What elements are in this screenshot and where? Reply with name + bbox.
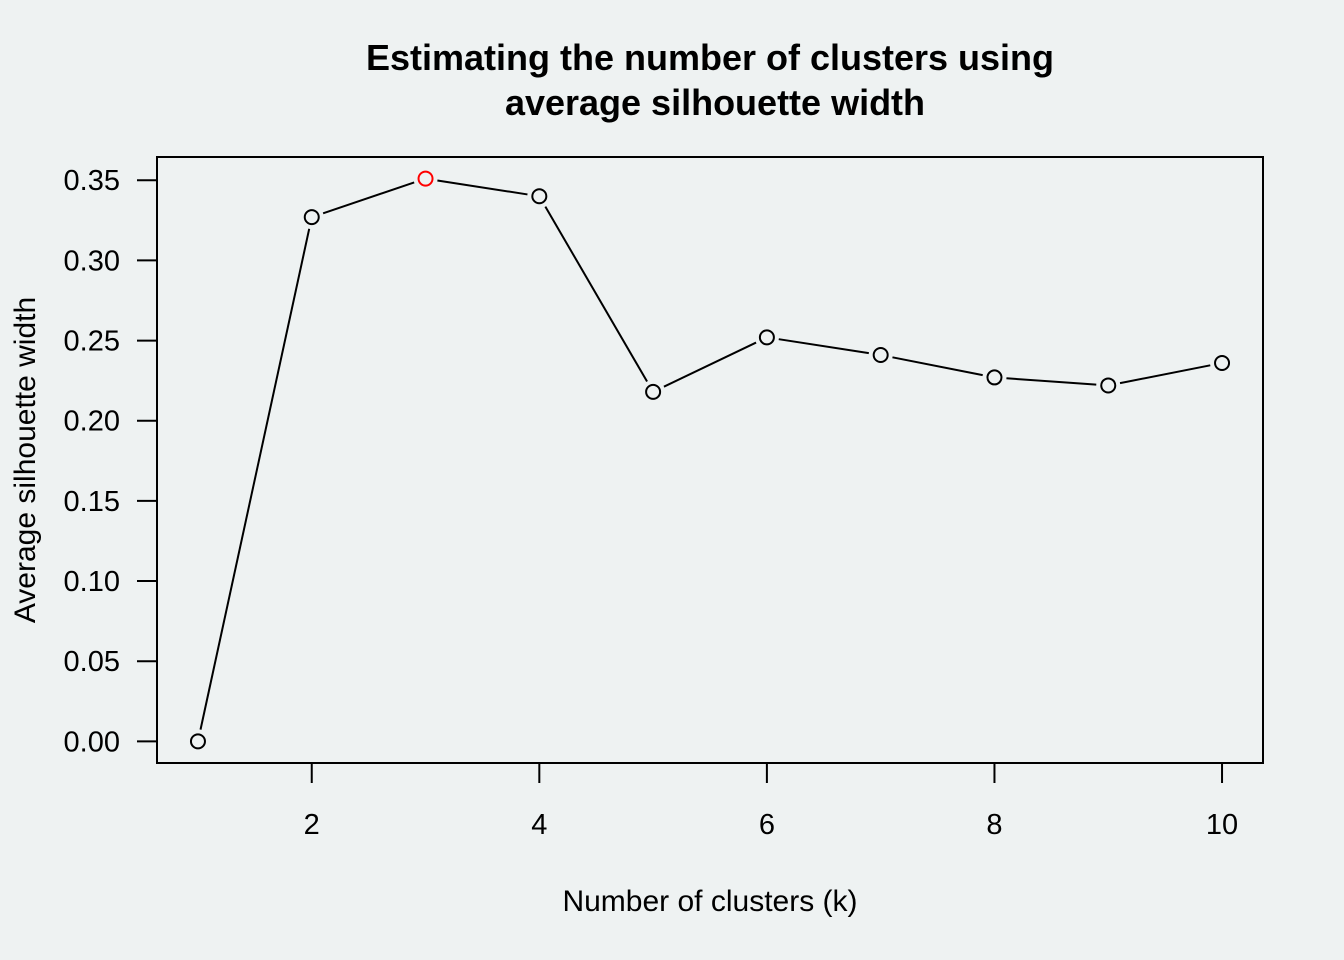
chart-title-line-2: average silhouette width [505, 82, 925, 123]
plot-frame [156, 156, 1264, 764]
x-tick-label: 10 [1206, 809, 1238, 841]
y-axis-label: Average silhouette width [9, 297, 42, 623]
series-segment [1006, 377, 1097, 386]
series-segment [1119, 364, 1211, 385]
y-tick-label: 0.30 [64, 245, 120, 277]
x-tick-label: 2 [304, 809, 320, 841]
series-segment [544, 206, 648, 382]
data-point [872, 346, 889, 363]
y-tick-label: 0.35 [64, 165, 120, 197]
series-segment [199, 228, 311, 730]
series-line [199, 179, 1211, 730]
data-point [531, 188, 548, 205]
x-axis: 2 4 6 8 10 [304, 763, 1238, 841]
series-segment [437, 179, 528, 196]
y-tick-label: 0.20 [64, 406, 120, 438]
series-segment [322, 181, 415, 215]
y-tick-label: 0.05 [64, 646, 120, 678]
data-point [303, 209, 320, 226]
x-tick-label: 6 [759, 809, 775, 841]
data-point [758, 329, 775, 346]
data-point-highlight [417, 170, 434, 187]
data-point [1100, 377, 1117, 394]
data-point [986, 369, 1003, 386]
x-tick-label: 4 [531, 809, 547, 841]
y-tick-label: 0.25 [64, 326, 120, 358]
data-point [645, 383, 662, 400]
series-points [189, 170, 1231, 750]
chart-title-line-1: Estimating the number of clusters using [366, 37, 1054, 78]
series-segment [778, 338, 869, 355]
y-axis: 0.00 0.05 0.10 0.15 0.20 0.25 0.30 0.35 [64, 165, 157, 758]
series-segment [663, 341, 757, 388]
data-point [1214, 355, 1231, 372]
x-axis-label: Number of clusters (k) [562, 885, 857, 918]
y-tick-label: 0.00 [64, 726, 120, 758]
y-tick-label: 0.10 [64, 566, 120, 598]
series-segment [892, 356, 983, 377]
x-tick-label: 8 [986, 809, 1002, 841]
data-point [189, 733, 206, 750]
y-tick-label: 0.15 [64, 486, 120, 518]
